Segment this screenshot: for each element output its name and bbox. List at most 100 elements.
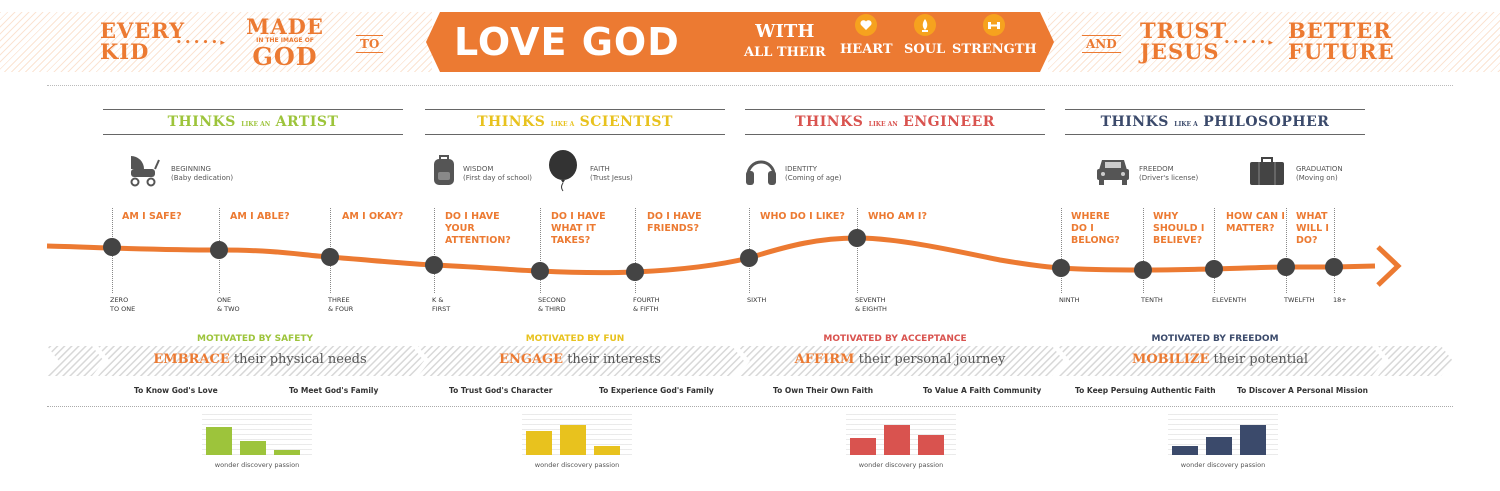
banner-kid: KID — [100, 39, 150, 64]
node — [1052, 259, 1070, 277]
header-role: ENGINEER — [903, 114, 995, 130]
header-role: ARTIST — [275, 114, 339, 130]
header-role: SCIENTIST — [579, 114, 673, 130]
milestone-freedom-label: FREEDOM (Driver's license) — [1139, 165, 1198, 184]
grade-line1: ONE — [217, 296, 232, 304]
header-thinks: THINKS — [795, 114, 864, 130]
bar-discovery — [884, 425, 910, 455]
label-discovery: discovery — [241, 461, 273, 469]
milestone-wisdom-label: WISDOM (First day of school) — [463, 165, 532, 184]
band-rest: their potential — [1209, 352, 1309, 367]
milestone-identity — [744, 153, 778, 191]
node — [1134, 261, 1152, 279]
header-like: LIKE AN — [868, 121, 898, 128]
grade-line1: THREE — [328, 296, 350, 304]
timeline-nodes — [103, 229, 1343, 281]
grade-label: TWELFTH — [1284, 296, 1315, 305]
milestone-graduation — [1249, 156, 1285, 190]
banner-future: FUTURE — [1288, 39, 1395, 64]
tick-line — [857, 208, 858, 293]
grade-line2: FIRST — [432, 305, 451, 314]
mini-chart-labels: wonder discovery passion — [1168, 461, 1278, 469]
question-friends: DO I HAVE FRIENDS? — [647, 211, 702, 234]
grade-label: TENTH — [1141, 296, 1163, 305]
banner-better: BETTER — [1288, 18, 1392, 43]
label-discovery: discovery — [561, 461, 593, 469]
question-what-it-takes: DO I HAVE WHAT IT TAKES? — [551, 211, 606, 246]
grade-label: SIXTH — [747, 296, 766, 305]
grade-label: ZERO TO ONE — [110, 296, 135, 314]
header-thinks: THINKS — [1100, 114, 1169, 130]
backpack-icon — [434, 155, 454, 185]
milestone-faith — [548, 150, 578, 198]
milestone-freedom — [1096, 156, 1130, 190]
label-passion: passion — [274, 461, 300, 469]
banner-divider — [47, 85, 1453, 86]
flame-icon — [913, 14, 936, 36]
header-artist: THINKS LIKE AN ARTIST — [103, 109, 403, 135]
car-icon — [1097, 160, 1129, 185]
goal: To Trust God's Character — [449, 386, 553, 395]
mini-chart-labels: wonder discovery passion — [846, 461, 956, 469]
mini-chart-philosopher: wonder discovery passion — [1168, 414, 1278, 469]
banner-trust: TRUST — [1140, 18, 1228, 43]
banner-made-image-god: MADE IN THE IMAGE OF GOD — [240, 16, 330, 69]
grade-line1: K & — [432, 296, 444, 304]
goals-divider — [47, 406, 1453, 407]
milestone-title: BEGINNING — [171, 165, 211, 173]
goal: To Value A Faith Community — [923, 386, 1042, 395]
milestone-faith-label: FAITH (Trust Jesus) — [590, 165, 633, 184]
band-verb: ENGAGE — [499, 352, 564, 367]
question-where-belong: WHERE DO I BELONG? — [1071, 211, 1120, 246]
grade-label: ELEVENTH — [1212, 296, 1246, 305]
mini-chart-engineer: wonder discovery passion — [846, 414, 956, 469]
banner-better-future: BETTER FUTURE — [1288, 20, 1394, 62]
band-verb: EMBRACE — [153, 352, 230, 367]
banner-right-hatch — [1048, 12, 1500, 72]
milestone-sub: (First day of school) — [463, 174, 532, 183]
tick-line — [1334, 208, 1335, 293]
milestone-title: GRADUATION — [1296, 165, 1343, 173]
motivation-freedom: MOTIVATED BY FREEDOM — [1151, 334, 1279, 344]
grade-line2: & FIFTH — [633, 305, 659, 314]
band-rest: their physical needs — [229, 352, 367, 367]
banner-image-of: IN THE IMAGE OF — [256, 37, 314, 44]
band-affirm: AFFIRM their personal journey — [750, 352, 1050, 367]
label-passion: passion — [1240, 461, 1266, 469]
motivation-safety: MOTIVATED BY SAFETY — [196, 334, 314, 344]
bar-discovery — [240, 441, 266, 455]
grade-label: SECOND & THIRD — [538, 296, 566, 314]
bar-passion — [918, 435, 944, 455]
node — [1325, 258, 1343, 276]
grade-line1: ELEVENTH — [1212, 296, 1247, 304]
label-wonder: wonder — [214, 461, 240, 469]
grade-line1: 18+ — [1333, 296, 1347, 304]
question-am-i-okay: AM I OKAY? — [342, 211, 404, 222]
virtue-heart: HEART — [840, 14, 893, 57]
banner-god: GOD — [252, 42, 318, 71]
tick-line — [434, 208, 435, 293]
goal: To Experience God's Family — [599, 386, 714, 395]
label-wonder: wonder — [1180, 461, 1206, 469]
bar-passion — [594, 446, 620, 455]
milestone-title: FAITH — [590, 165, 610, 173]
grade-line1: SECOND — [538, 296, 566, 304]
node — [321, 248, 339, 266]
motivation-fun: MOTIVATED BY FUN — [525, 334, 625, 344]
tick-line — [635, 208, 636, 293]
label-wonder: wonder — [858, 461, 884, 469]
virtue-soul: SOUL — [904, 14, 945, 57]
milestone-title: IDENTITY — [785, 165, 818, 173]
milestone-identity-label: IDENTITY (Coming of age) — [785, 165, 842, 184]
bar-passion — [1240, 425, 1266, 455]
node — [848, 229, 866, 247]
header-thinks: THINKS — [167, 114, 236, 130]
milestone-beginning-label: BEGINNING (Baby dedication) — [171, 165, 233, 184]
label-wonder: wonder — [534, 461, 560, 469]
love-god-title: LOVE GOD — [454, 20, 680, 64]
question-who-am-i: WHO AM I? — [868, 211, 927, 222]
band-embrace: EMBRACE their physical needs — [110, 352, 410, 367]
grade-line1: SEVENTH — [855, 296, 886, 304]
love-god-banner: LOVE GOD WITH ALL THEIR HEART SOUL STREN… — [426, 12, 1054, 72]
